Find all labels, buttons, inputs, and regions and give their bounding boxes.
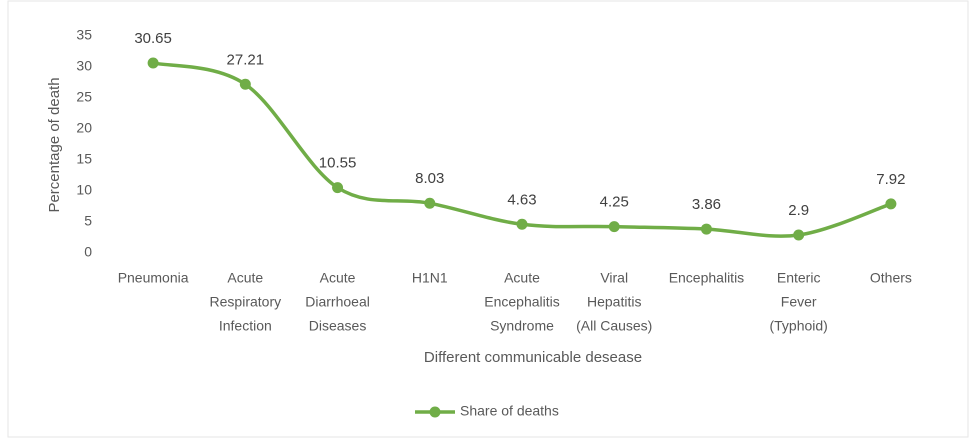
y-tick-label: 15	[76, 151, 92, 167]
y-tick-label: 0	[84, 244, 92, 260]
data-point	[793, 229, 805, 241]
x-tick-label: Acute	[227, 270, 263, 286]
data-label: 8.03	[415, 170, 444, 187]
x-tick-label: Diarrhoeal	[305, 294, 370, 310]
legend-label: Share of deaths	[460, 403, 559, 419]
data-label: 10.55	[319, 155, 357, 172]
x-tick-label: Others	[870, 270, 912, 286]
x-tick-label: (Typhoid)	[769, 318, 827, 334]
x-tick-label: Acute	[320, 270, 356, 286]
x-tick-label: H1N1	[412, 270, 448, 286]
data-label: 4.63	[507, 191, 536, 208]
x-tick-label: Diseases	[309, 318, 367, 334]
y-tick-label: 35	[76, 27, 92, 43]
x-axis-title: Different communicable desease	[424, 349, 642, 366]
data-label: 7.92	[876, 171, 905, 188]
data-label: 2.9	[788, 202, 809, 219]
x-tick-label: Infection	[219, 318, 272, 334]
data-point	[239, 78, 251, 90]
y-tick-label: 20	[76, 120, 92, 136]
data-point	[885, 198, 897, 210]
data-label: 4.25	[600, 194, 629, 211]
x-tick-label: Syndrome	[490, 318, 554, 334]
y-tick-label: 25	[76, 89, 92, 105]
x-tick-label: Pneumonia	[118, 270, 189, 286]
legend-marker	[429, 406, 441, 418]
data-point	[700, 223, 712, 235]
x-tick-label: Acute	[504, 270, 540, 286]
data-point	[424, 197, 436, 209]
y-tick-label: 10	[76, 182, 92, 198]
data-point	[147, 57, 159, 69]
x-tick-label: Viral	[600, 270, 628, 286]
x-tick-label: Hepatitis	[587, 294, 641, 310]
data-point	[516, 218, 528, 230]
y-tick-label: 30	[76, 58, 92, 74]
x-tick-label: Encephalitis	[669, 270, 745, 286]
data-label: 27.21	[227, 51, 265, 68]
x-tick-label: (All Causes)	[576, 318, 652, 334]
data-label: 30.65	[134, 30, 172, 47]
x-tick-label: Enteric	[777, 270, 821, 286]
y-tick-label: 5	[84, 213, 92, 229]
x-tick-label: Respiratory	[210, 294, 282, 310]
y-axis-title: Percentage of death	[46, 77, 63, 212]
x-tick-label: Fever	[781, 294, 817, 310]
data-label: 3.86	[692, 196, 721, 213]
data-point	[608, 221, 620, 233]
data-point	[332, 182, 344, 194]
x-tick-label: Encephalitis	[484, 294, 560, 310]
